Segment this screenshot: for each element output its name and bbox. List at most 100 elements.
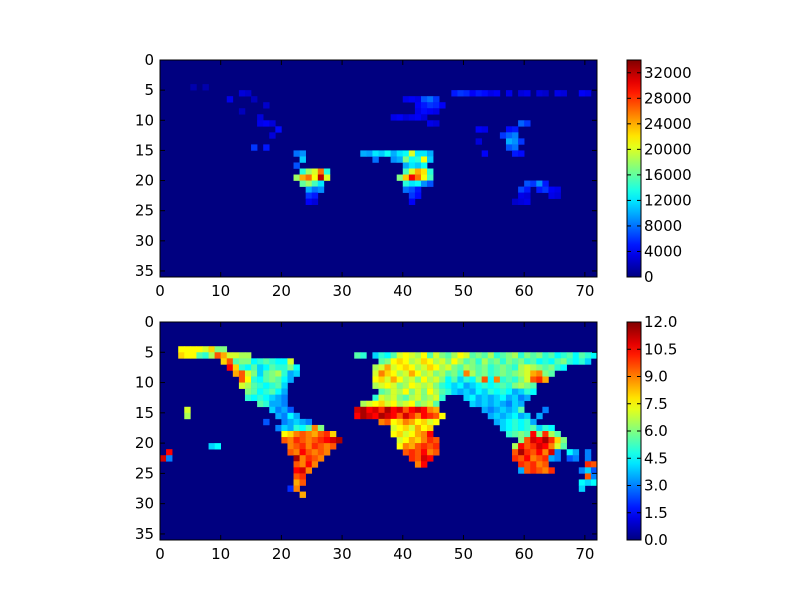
heatmap-cell	[402, 168, 410, 175]
heatmap-cell	[366, 150, 373, 157]
heatmap-cell	[251, 370, 258, 377]
heatmap-cell	[275, 364, 282, 371]
y-tick-label: 5	[144, 343, 154, 361]
heatmap-cell	[487, 406, 495, 414]
y-tick-label: 15	[135, 404, 154, 422]
heatmap-cell	[505, 424, 513, 432]
heatmap-cell	[420, 156, 428, 163]
heatmap-cell	[251, 96, 258, 103]
heatmap-cell	[578, 467, 586, 474]
heatmap-cell	[512, 406, 519, 414]
heatmap-cell	[433, 352, 440, 359]
heatmap-cell	[263, 358, 270, 365]
heatmap-cell	[433, 449, 440, 456]
heatmap-cell	[220, 346, 228, 353]
heatmap-cell	[226, 96, 234, 103]
heatmap-cell	[427, 394, 434, 402]
heatmap-cell	[275, 376, 282, 383]
heatmap-cell	[536, 90, 543, 97]
heatmap-cell	[311, 186, 319, 193]
heatmap-cell	[251, 382, 258, 389]
heatmap-cell	[420, 168, 428, 175]
heatmap-cell	[548, 443, 555, 450]
heatmap-cell	[433, 376, 440, 383]
heatmap-cell	[427, 364, 434, 371]
heatmap-cell	[445, 370, 452, 377]
heatmap-cell	[481, 406, 489, 414]
heatmap-cell	[439, 376, 446, 383]
heatmap-cell	[184, 406, 191, 414]
heatmap-cell	[427, 108, 434, 115]
heatmap-cell	[402, 114, 410, 121]
heatmap-cell	[427, 370, 434, 377]
y-tick-label: 20	[135, 172, 154, 190]
heatmap-cell	[433, 358, 440, 365]
heatmap-cell	[299, 424, 306, 432]
heatmap-cell	[378, 376, 385, 383]
heatmap-cell	[299, 455, 306, 462]
heatmap-cell	[263, 120, 270, 127]
heatmap-cell	[445, 358, 452, 365]
heatmap-cell	[396, 150, 404, 157]
heatmap-cell	[433, 364, 440, 371]
heatmap-cell	[524, 424, 531, 432]
heatmap-cell	[427, 424, 434, 432]
heatmap-cell	[420, 443, 428, 450]
heatmap-cell	[505, 370, 513, 377]
heatmap-cell	[548, 192, 555, 199]
heatmap-cell	[427, 376, 434, 383]
heatmap-cell	[420, 449, 428, 456]
heatmap-cell	[578, 352, 586, 359]
heatmap-cell	[402, 443, 410, 450]
colorbar-tick-label: 4.5	[644, 449, 668, 467]
heatmap-cell	[457, 388, 464, 395]
heatmap-cell	[378, 370, 385, 377]
heatmap-cell	[548, 449, 555, 456]
heatmap-cell	[420, 424, 428, 432]
heatmap-cell	[499, 132, 507, 139]
heatmap-cell	[269, 394, 276, 402]
heatmap-cell	[396, 382, 404, 389]
heatmap-cell	[512, 358, 519, 365]
heatmap-cell	[518, 198, 525, 205]
heatmap-cell	[414, 412, 422, 420]
heatmap-cell	[251, 358, 258, 365]
heatmap-cell	[518, 467, 525, 474]
heatmap-cell	[384, 388, 391, 395]
heatmap-cell	[493, 418, 501, 426]
heatmap-cell	[372, 382, 379, 389]
heatmap-cell	[469, 400, 476, 408]
heatmap-cell	[493, 352, 501, 359]
heatmap-cell	[384, 412, 391, 420]
heatmap-cell	[408, 370, 416, 377]
heatmap-cell	[299, 479, 306, 486]
heatmap-cell	[420, 461, 428, 468]
heatmap-cell	[499, 388, 507, 395]
heatmap-cell	[524, 437, 531, 444]
heatmap-cell	[244, 352, 252, 359]
heatmap-cell	[414, 382, 422, 389]
heatmap-cell	[305, 467, 313, 474]
x-tick-label: 40	[393, 282, 412, 300]
heatmap-cell	[275, 424, 282, 432]
heatmap-cell	[281, 364, 288, 371]
heatmap-cell	[475, 388, 482, 395]
heatmap-cell	[269, 364, 276, 371]
heatmap-cell	[420, 431, 428, 438]
heatmap-cell	[372, 394, 379, 402]
heatmap-cell	[263, 144, 270, 151]
heatmap-cell	[275, 400, 282, 408]
heatmap-cell	[269, 132, 276, 139]
heatmap-cell	[420, 162, 428, 169]
heatmap-cell	[481, 376, 489, 383]
heatmap-cell	[572, 358, 580, 365]
heatmap-cell	[275, 126, 282, 133]
heatmap-cell	[402, 150, 410, 157]
heatmap-cell	[457, 370, 464, 377]
heatmap-cell	[396, 114, 404, 121]
heatmap-cell	[263, 364, 270, 371]
heatmap-cell	[493, 364, 501, 371]
heatmap-cell	[257, 376, 264, 383]
heatmap-cell	[396, 400, 404, 408]
heatmap-cell	[396, 443, 404, 450]
